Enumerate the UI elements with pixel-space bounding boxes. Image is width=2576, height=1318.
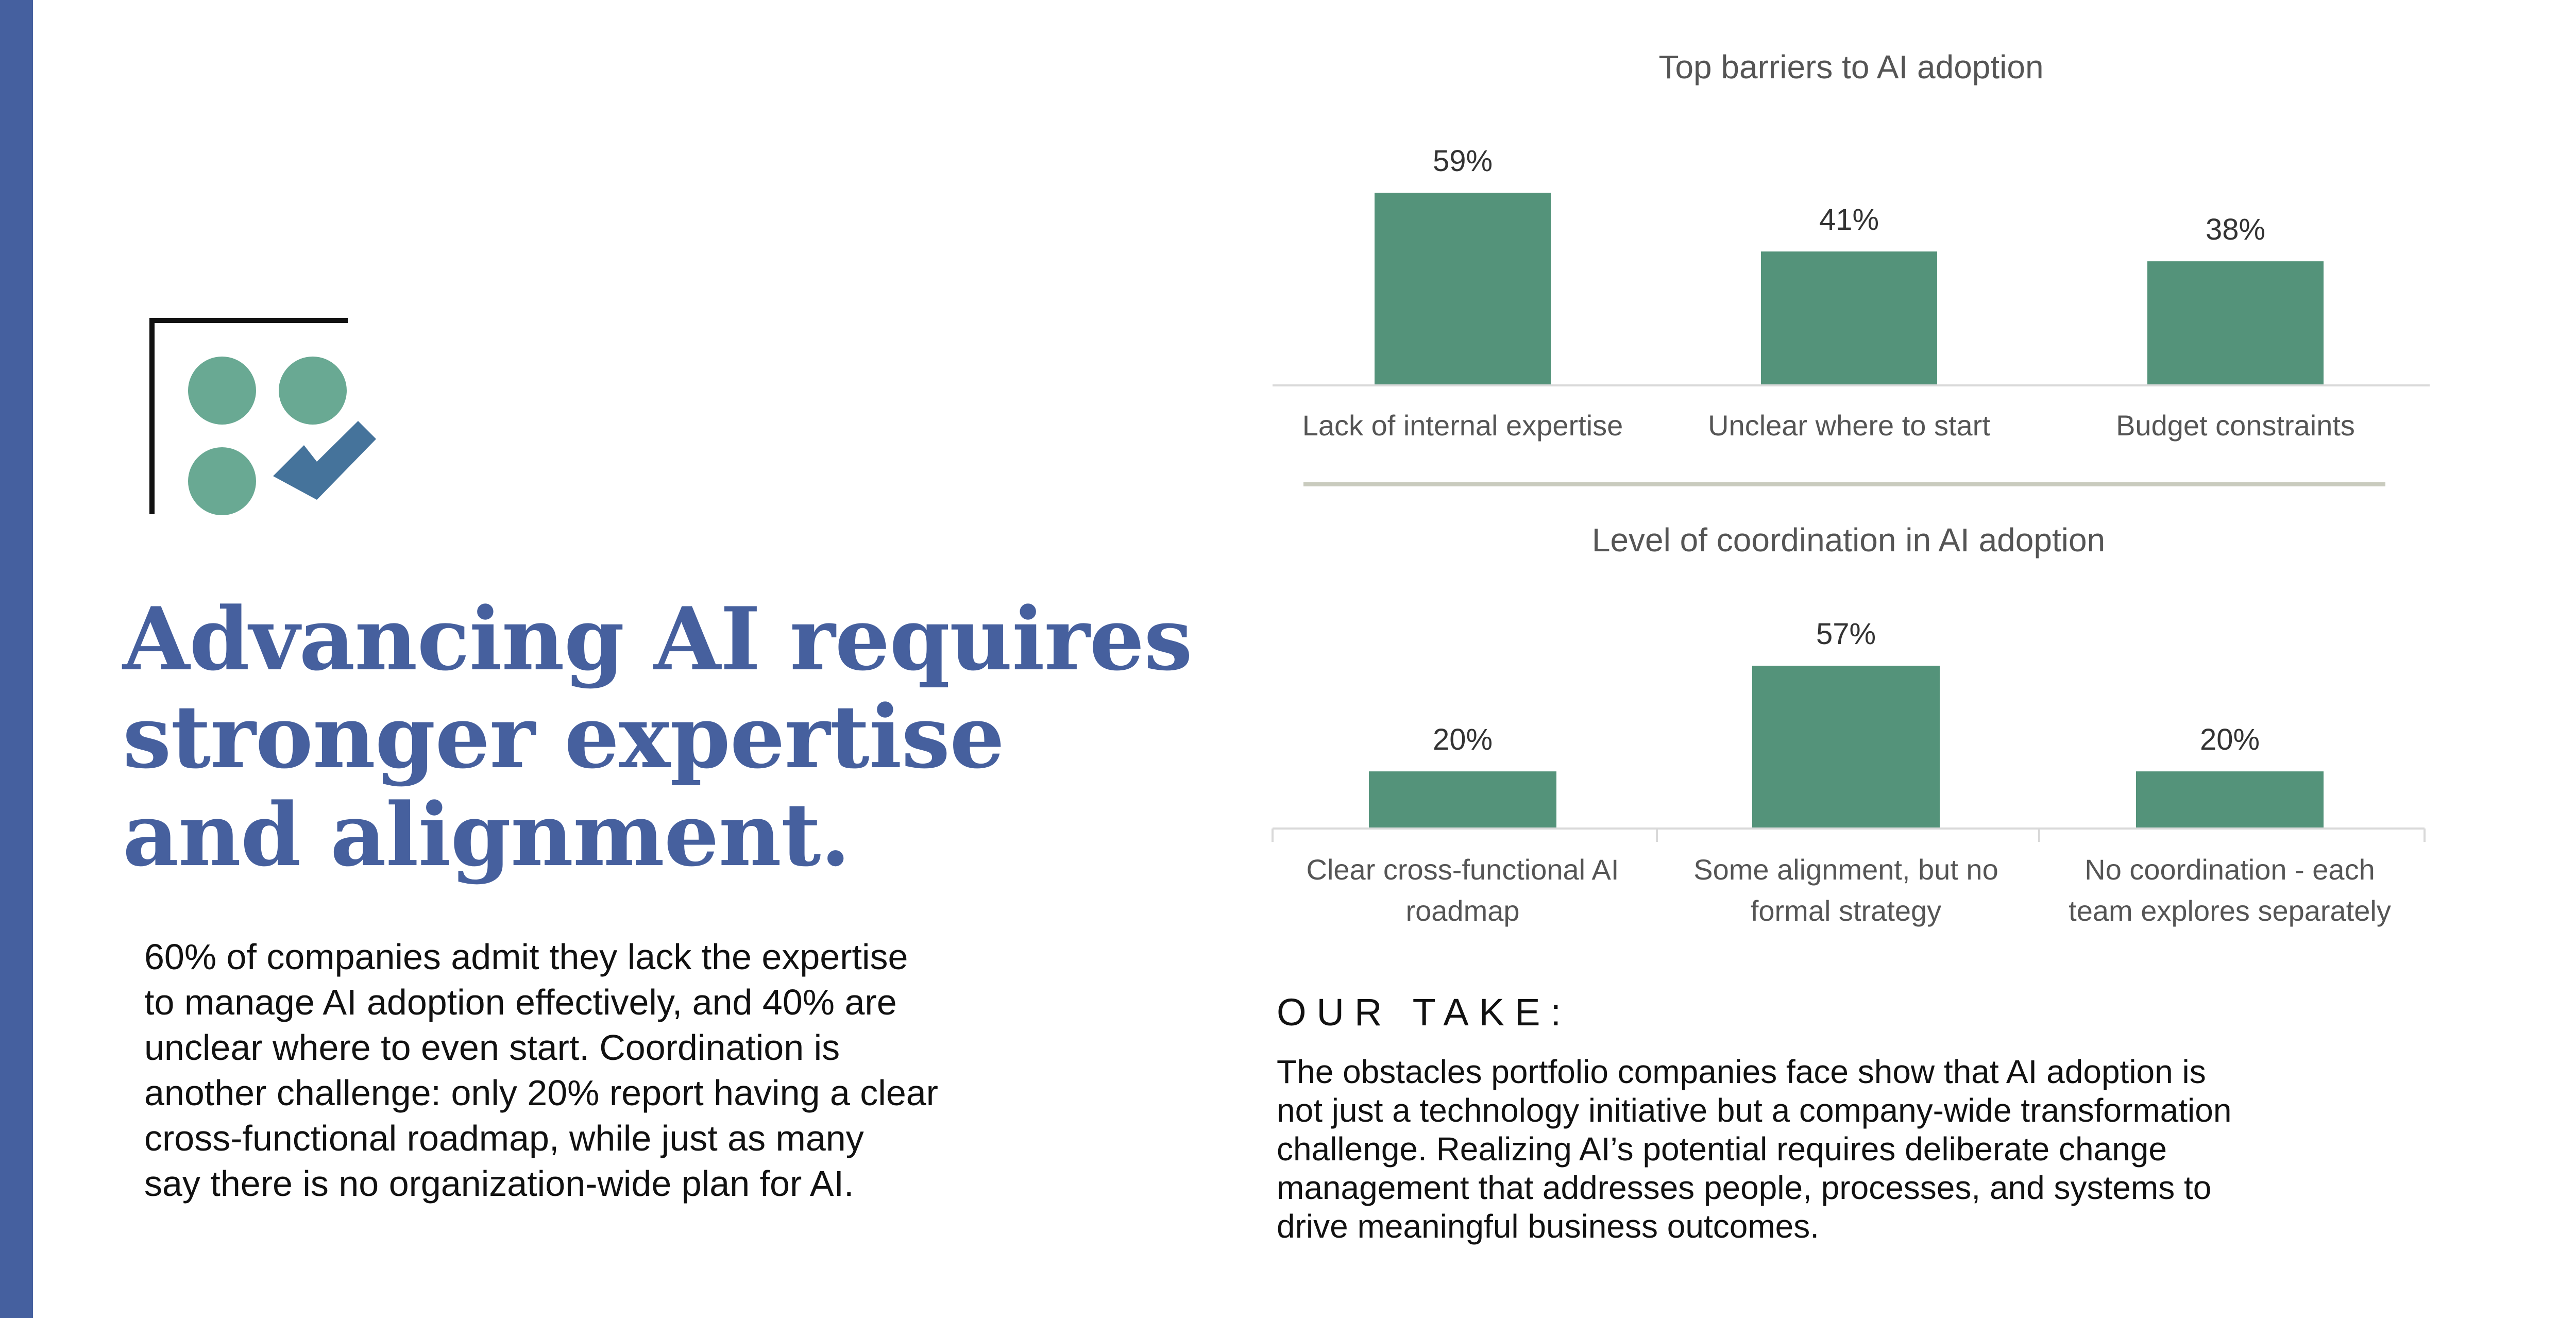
chart-1-category-label-2: Unclear where to start (1708, 409, 1990, 442)
chart-2-data-label-3: 20% (2200, 723, 2260, 756)
summary-line-3: unclear where to even start. Coordinatio… (144, 1027, 840, 1068)
chart-2-title: Level of coordination in AI adoption (1592, 521, 2105, 559)
chart-1-data-label-3: 38% (2206, 213, 2265, 246)
logo-checkmark (273, 421, 376, 500)
chart-1-bar-2 (1761, 251, 1937, 385)
chart-1-category-label-3: Budget constraints (2116, 409, 2355, 442)
our-take-heading: OUR TAKE: (1277, 991, 1572, 1034)
checklist-logo-icon (149, 318, 376, 515)
chart-2-category-label-2: formal strategy (1751, 894, 1941, 927)
logo-frame (149, 318, 348, 514)
chart-1-bar-1 (1375, 193, 1551, 385)
chart-1-data-label-1: 59% (1433, 144, 1493, 178)
chart-2-category-label-3: team explores separately (2069, 894, 2391, 927)
chart-2-bar-3 (2136, 771, 2324, 829)
headline: Advancing AI requires stronger expertise… (123, 590, 1205, 884)
summary-line-1: 60% of companies admit they lack the exp… (144, 937, 908, 977)
chart-2-data-label-1: 20% (1433, 723, 1493, 756)
summary-line-5: cross-functional roadmap, while just as … (144, 1118, 864, 1158)
chart-2-bar-1 (1369, 771, 1556, 829)
chart-1-title: Top barriers to AI adoption (1658, 48, 2043, 86)
chart-2-category-label-1: roadmap (1405, 894, 1519, 927)
logo-circle-3 (188, 447, 256, 515)
our-take-line-3: challenge. Realizing AI’s potential requ… (1277, 1130, 2167, 1168)
headline-line-1: Advancing AI requires (123, 588, 1193, 690)
our-take-line-2: not just a technology initiative but a c… (1277, 1092, 2232, 1129)
chart-2-category-label-1: Clear cross-functional AI (1307, 853, 1619, 886)
summary-line-2: to manage AI adoption effectively, and 4… (144, 982, 897, 1022)
summary-line-6: say there is no organization-wide plan f… (144, 1163, 854, 1204)
logo-circle-2 (279, 357, 347, 425)
our-take-line-1: The obstacles portfolio companies face s… (1277, 1053, 2206, 1090)
headline-line-2: stronger expertise (123, 686, 1005, 788)
chart-1-bar-3 (2147, 261, 2324, 385)
chart-1-category-label-1: Lack of internal expertise (1302, 409, 1623, 442)
chart-2-bar-2 (1752, 666, 1940, 829)
summary-paragraph: 60% of companies admit they lack the exp… (144, 934, 1123, 1206)
chart-1-data-label-2: 41% (1819, 203, 1879, 236)
our-take-line-5: drive meaningful business outcomes. (1277, 1208, 1819, 1245)
chart-2-category-label-2: Some alignment, but no (1693, 853, 1998, 886)
left-accent-bar (0, 0, 33, 1318)
our-take-line-4: management that addresses people, proces… (1277, 1169, 2212, 1206)
our-take-paragraph: The obstacles portfolio companies face s… (1277, 1053, 2487, 1246)
headline-line-3: and alignment. (123, 784, 851, 886)
chart-2-category-label-3: No coordination - each (2084, 853, 2375, 886)
chart-2-data-label-2: 57% (1816, 617, 1876, 651)
logo-circle-1 (188, 357, 256, 425)
summary-line-4: another challenge: only 20% report havin… (144, 1073, 938, 1113)
